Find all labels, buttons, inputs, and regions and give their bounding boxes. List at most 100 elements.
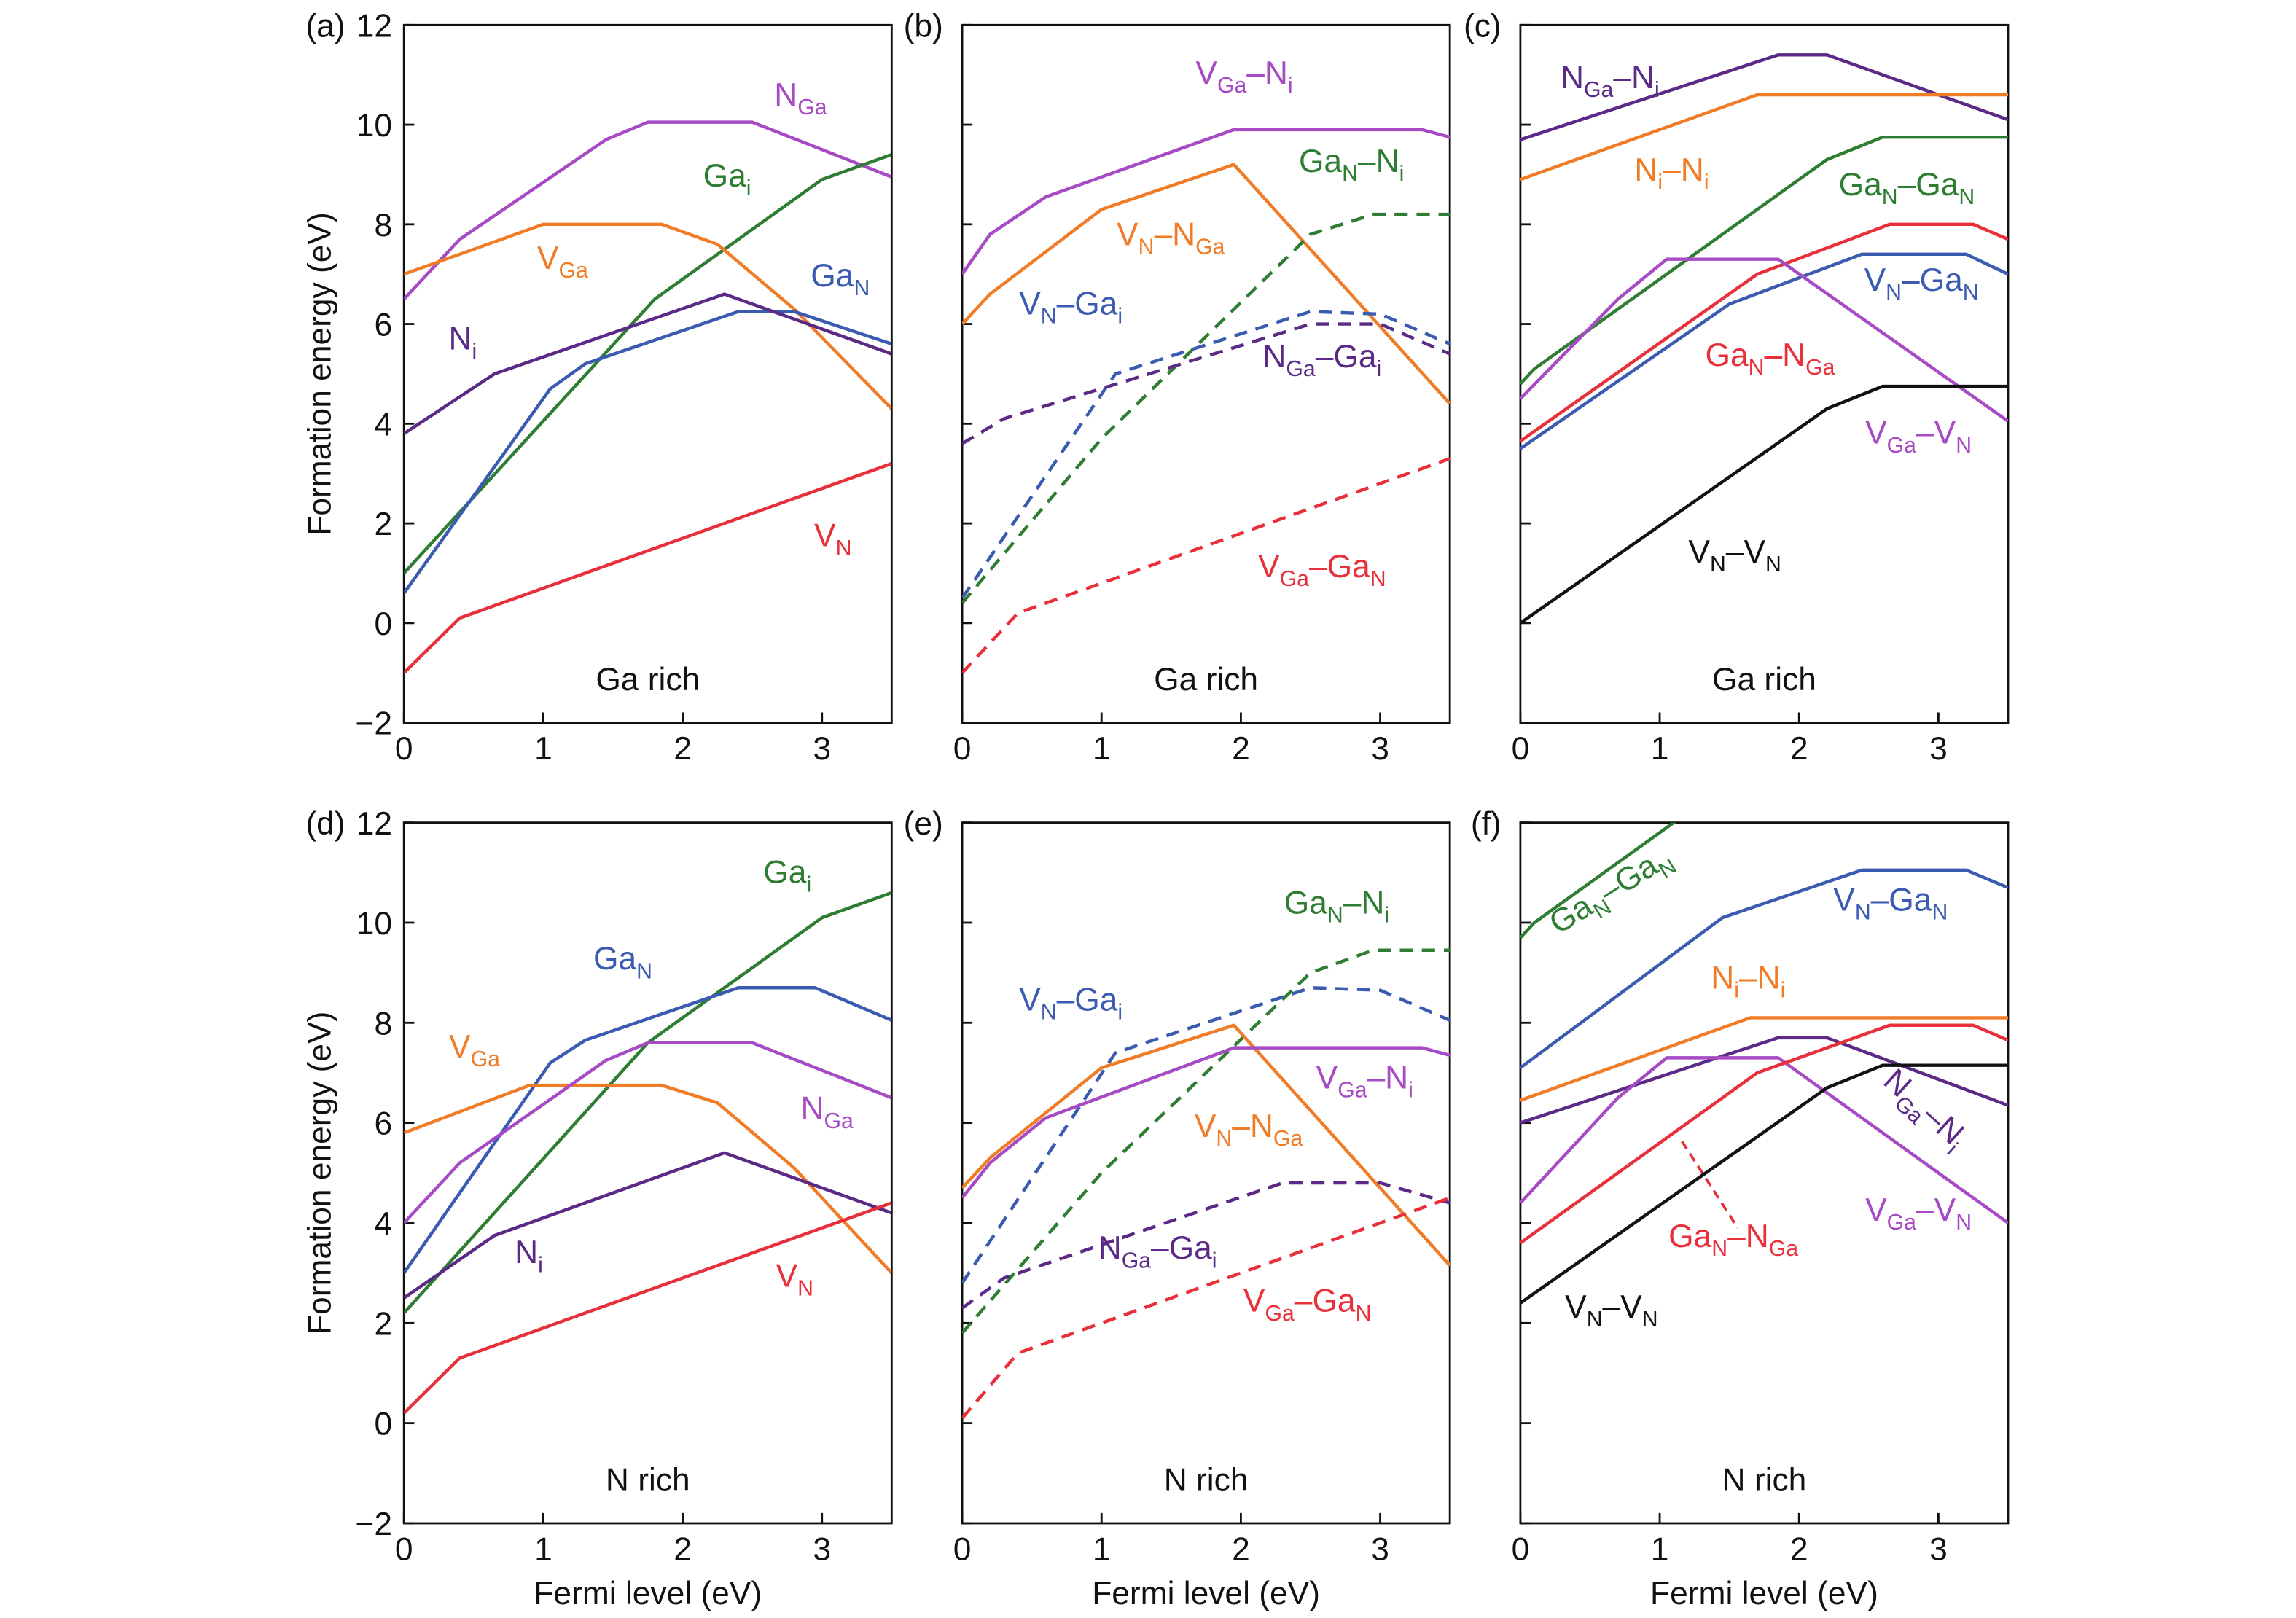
series-label: VGa–Ni (1195, 55, 1292, 98)
series-label: Ni (515, 1235, 543, 1277)
series-label: VGa (537, 241, 588, 283)
y-tick-label: 6 (374, 1106, 392, 1142)
condition-label: Ga rich (1712, 662, 1816, 697)
series-label: VN–GaN (1864, 262, 1979, 305)
series-label: NGa–Gai (1262, 339, 1381, 381)
series-line (962, 1046, 1450, 1200)
series-line (1520, 384, 2008, 625)
y-tick-label: 4 (374, 1206, 392, 1242)
series-label: VN (776, 1258, 813, 1300)
series-label: VGa (449, 1029, 500, 1071)
series-line (1520, 868, 2008, 1069)
x-tick-label: 2 (1790, 731, 1808, 767)
series-line (1520, 252, 2008, 450)
plot-frame (1519, 23, 2010, 724)
x-tick-label: 1 (534, 1531, 552, 1567)
x-tick-label: 1 (1093, 1531, 1111, 1567)
series-label: VN–VN (1565, 1289, 1657, 1332)
series-label: VN–NGa (1117, 217, 1225, 259)
series-line (404, 461, 892, 674)
series-line (1520, 1023, 2008, 1245)
series-label: GaN–Ni (1299, 144, 1404, 186)
series-label: Gai (763, 854, 811, 896)
x-tick-label: 3 (1929, 731, 1948, 767)
series-line (962, 1023, 1450, 1267)
series-line (404, 310, 892, 595)
plot-area (962, 948, 1450, 1420)
y-tick-label: −2 (356, 1506, 393, 1542)
x-tick-label: 1 (534, 731, 552, 767)
x-tick-label: 2 (1790, 1531, 1808, 1567)
plot-area (404, 120, 892, 674)
y-tick-label: 4 (374, 407, 392, 442)
series-line (962, 128, 1450, 275)
series-line (1520, 135, 2008, 386)
x-tick-label: 3 (813, 731, 831, 767)
x-tick-label: 2 (1232, 1531, 1250, 1567)
panel-label: (a) (305, 8, 345, 44)
series-label: GaN (593, 941, 652, 983)
plot-area (1520, 822, 2008, 1305)
series-line (404, 1151, 892, 1300)
series-line (1520, 1016, 2008, 1102)
x-tick-label: 2 (673, 1531, 692, 1567)
series-line (404, 1201, 892, 1415)
y-tick-label: 12 (356, 8, 392, 44)
series-label: NGa (774, 77, 827, 120)
series-line (1520, 1036, 2008, 1125)
y-axis-label: Formation energy (eV) (302, 1012, 337, 1334)
y-tick-label: 8 (374, 208, 392, 243)
series-line (404, 1041, 892, 1224)
x-tick-label: 0 (1512, 1531, 1530, 1567)
plot-area (962, 128, 1450, 674)
series-line (962, 948, 1450, 1334)
y-tick-label: 10 (356, 906, 392, 942)
y-tick-label: 0 (374, 1407, 392, 1442)
series-label: NGa–Ni (1873, 1062, 1975, 1160)
x-axis-label: Fermi level (eV) (1650, 1576, 1878, 1611)
series-label: VN–VN (1688, 534, 1781, 577)
series-line (962, 457, 1450, 674)
series-line (1520, 93, 2008, 181)
series-label: VN–Gai (1019, 982, 1122, 1025)
series-label: Gai (703, 158, 751, 200)
condition-label: Ga rich (1154, 662, 1258, 697)
series-label: VN–GaN (1833, 883, 1948, 925)
series-line (1520, 1063, 2008, 1305)
series-line (404, 986, 892, 1274)
series-label: GaN–GaN (1839, 167, 1975, 209)
y-tick-label: 2 (374, 1306, 392, 1342)
plot-frame (402, 821, 893, 1525)
panel-label: (b) (904, 8, 943, 44)
series-label: NGa–Ni (1561, 60, 1660, 102)
label-leader (1681, 1140, 1739, 1229)
x-tick-label: 0 (395, 1531, 413, 1567)
condition-label: N rich (606, 1463, 690, 1498)
plot-area (404, 891, 892, 1415)
series-label: VN (814, 518, 851, 560)
series-label: VGa–VN (1865, 415, 1972, 458)
y-tick-label: 12 (356, 806, 392, 842)
y-tick-label: 10 (356, 108, 392, 144)
plot-frame (1519, 821, 2010, 1525)
x-tick-label: 0 (953, 731, 972, 767)
series-line (1520, 1056, 2008, 1224)
series-label: Ni–Ni (1634, 152, 1709, 195)
x-tick-label: 0 (953, 1531, 972, 1567)
condition-label: N rich (1164, 1463, 1249, 1498)
series-label: GaN–NGa (1668, 1219, 1798, 1261)
series-label: GaN–NGa (1706, 337, 1835, 380)
series-line (962, 212, 1450, 604)
series-line (404, 222, 892, 410)
plot-frame (402, 23, 893, 724)
series-line (962, 986, 1450, 1284)
series-line (1520, 257, 2008, 423)
series-label: NGa (800, 1091, 854, 1133)
series-label: VN–NGa (1195, 1109, 1303, 1151)
x-tick-label: 3 (813, 1531, 831, 1567)
series-label: GaN–GaN (1543, 839, 1681, 947)
plot-area (1520, 53, 2008, 625)
series-line (404, 120, 892, 300)
series-line (962, 322, 1450, 445)
